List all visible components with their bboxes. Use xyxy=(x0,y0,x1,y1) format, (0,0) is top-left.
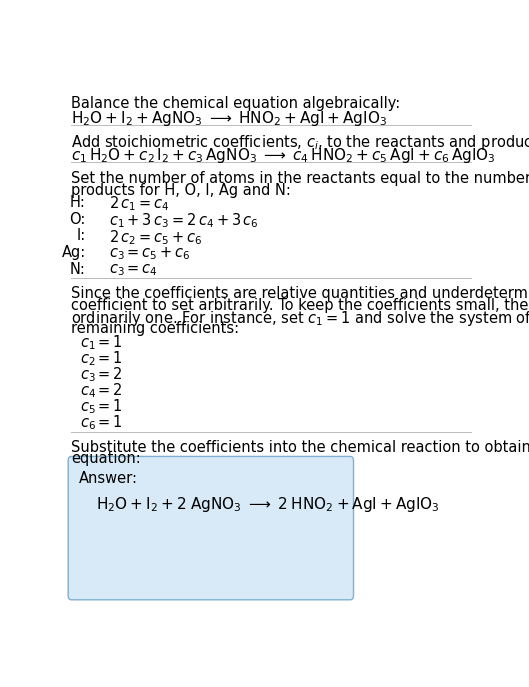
Text: Substitute the coefficients into the chemical reaction to obtain the balanced: Substitute the coefficients into the che… xyxy=(71,440,529,455)
Text: N:: N: xyxy=(70,262,86,278)
Text: remaining coefficients:: remaining coefficients: xyxy=(71,321,240,336)
Text: equation:: equation: xyxy=(71,451,141,466)
Text: O:: O: xyxy=(69,212,86,227)
Text: $c_3 = 2$: $c_3 = 2$ xyxy=(80,365,123,384)
Text: Since the coefficients are relative quantities and underdetermined, choose a: Since the coefficients are relative quan… xyxy=(71,286,529,301)
Text: $\mathregular{H_2O + I_2 + AgNO_3}$$\;\longrightarrow\;$$\mathregular{HNO_2 + Ag: $\mathregular{H_2O + I_2 + AgNO_3}$$\;\l… xyxy=(71,109,388,128)
Text: products for H, O, I, Ag and N:: products for H, O, I, Ag and N: xyxy=(71,183,291,198)
Text: $2\,c_1 = c_4$: $2\,c_1 = c_4$ xyxy=(109,194,170,213)
Text: $c_1\,\mathregular{H_2O} + c_2\,\mathregular{I_2} + c_3\,\mathregular{AgNO_3}$$\: $c_1\,\mathregular{H_2O} + c_2\,\mathreg… xyxy=(71,146,496,165)
Text: ordinarily one. For instance, set $c_1 = 1$ and solve the system of equations fo: ordinarily one. For instance, set $c_1 =… xyxy=(71,309,529,328)
Text: Set the number of atoms in the reactants equal to the number of atoms in the: Set the number of atoms in the reactants… xyxy=(71,171,529,186)
Text: $\mathregular{H_2O + I_2 + 2\;AgNO_3}$$\;\longrightarrow\;$$\mathregular{2\;HNO_: $\mathregular{H_2O + I_2 + 2\;AgNO_3}$$\… xyxy=(96,495,440,514)
Text: Add stoichiometric coefficients, $c_i$, to the reactants and products:: Add stoichiometric coefficients, $c_i$, … xyxy=(71,133,529,152)
Text: I:: I: xyxy=(77,229,86,243)
Text: $c_4 = 2$: $c_4 = 2$ xyxy=(80,381,123,400)
Text: $c_5 = 1$: $c_5 = 1$ xyxy=(80,397,123,416)
Text: Ag:: Ag: xyxy=(61,245,86,260)
Text: Answer:: Answer: xyxy=(79,471,138,486)
Text: $c_1 = 1$: $c_1 = 1$ xyxy=(80,334,123,352)
Text: $c_3 = c_5 + c_6$: $c_3 = c_5 + c_6$ xyxy=(109,245,191,262)
Text: $c_6 = 1$: $c_6 = 1$ xyxy=(80,413,123,431)
Text: $c_1 + 3\,c_3 = 2\,c_4 + 3\,c_6$: $c_1 + 3\,c_3 = 2\,c_4 + 3\,c_6$ xyxy=(109,212,259,230)
Text: $2\,c_2 = c_5 + c_6$: $2\,c_2 = c_5 + c_6$ xyxy=(109,229,203,247)
Text: coefficient to set arbitrarily. To keep the coefficients small, the arbitrary va: coefficient to set arbitrarily. To keep … xyxy=(71,297,529,313)
Text: $c_2 = 1$: $c_2 = 1$ xyxy=(80,350,123,368)
Text: Balance the chemical equation algebraically:: Balance the chemical equation algebraica… xyxy=(71,95,400,111)
FancyBboxPatch shape xyxy=(68,456,353,600)
Text: $c_3 = c_4$: $c_3 = c_4$ xyxy=(109,262,158,278)
Text: H:: H: xyxy=(70,194,86,210)
